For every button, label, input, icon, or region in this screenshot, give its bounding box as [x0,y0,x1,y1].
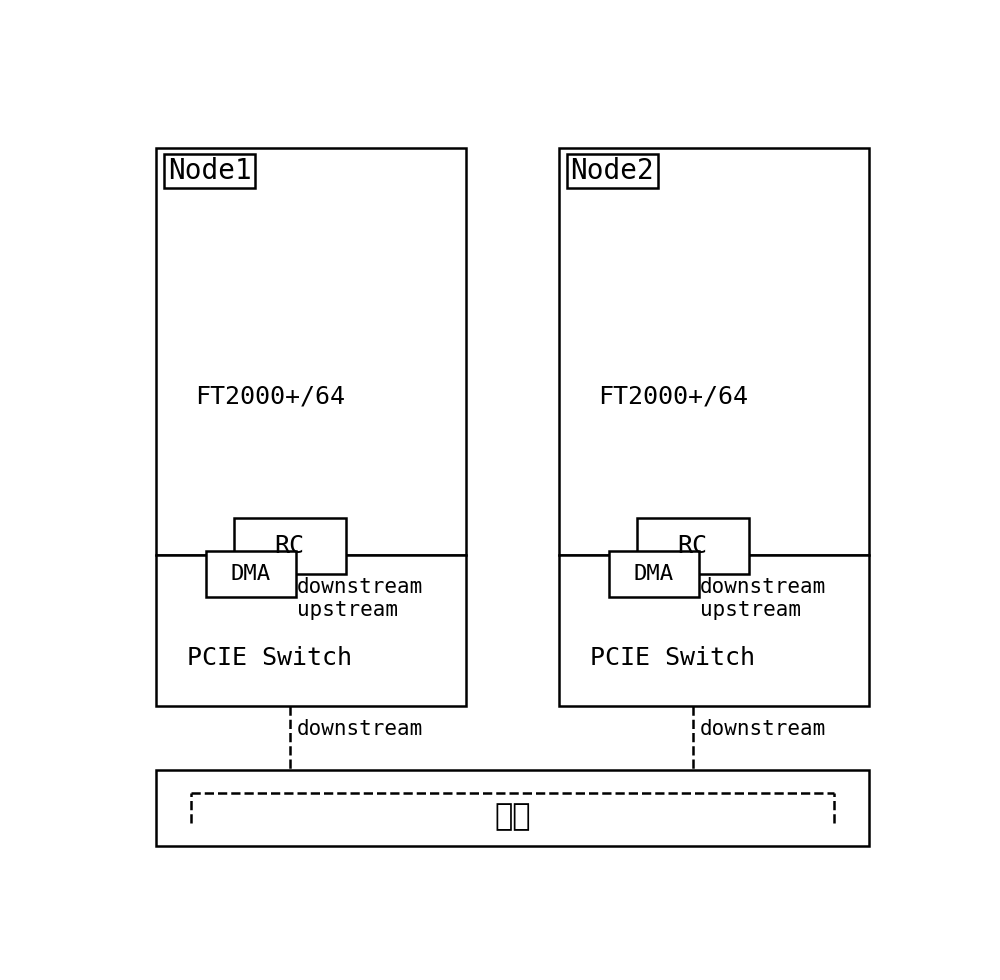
Text: FT2000+/64: FT2000+/64 [195,385,345,409]
Bar [234,517,346,574]
Bar [609,552,698,597]
Text: DMA: DMA [634,564,674,584]
Text: Node2: Node2 [571,157,654,185]
Bar [156,770,869,846]
Text: RC: RC [678,534,708,558]
Text: upstream: upstream [297,600,398,619]
Text: FT2000+/64: FT2000+/64 [598,385,748,409]
Text: downstream: downstream [700,577,826,597]
Bar [206,552,296,597]
Bar [156,556,466,707]
Bar [637,517,749,574]
Text: Node1: Node1 [168,157,251,185]
Text: downstream: downstream [297,718,423,739]
Text: PCIE Switch: PCIE Switch [187,646,352,670]
Text: downstream: downstream [700,718,826,739]
Bar [559,148,869,556]
Text: upstream: upstream [700,600,801,619]
Text: PCIE Switch: PCIE Switch [590,646,755,670]
Text: DMA: DMA [231,564,271,584]
Text: 背板: 背板 [494,803,531,832]
Bar [559,556,869,707]
Text: RC: RC [275,534,305,558]
Bar [156,148,466,556]
Text: downstream: downstream [297,577,423,597]
